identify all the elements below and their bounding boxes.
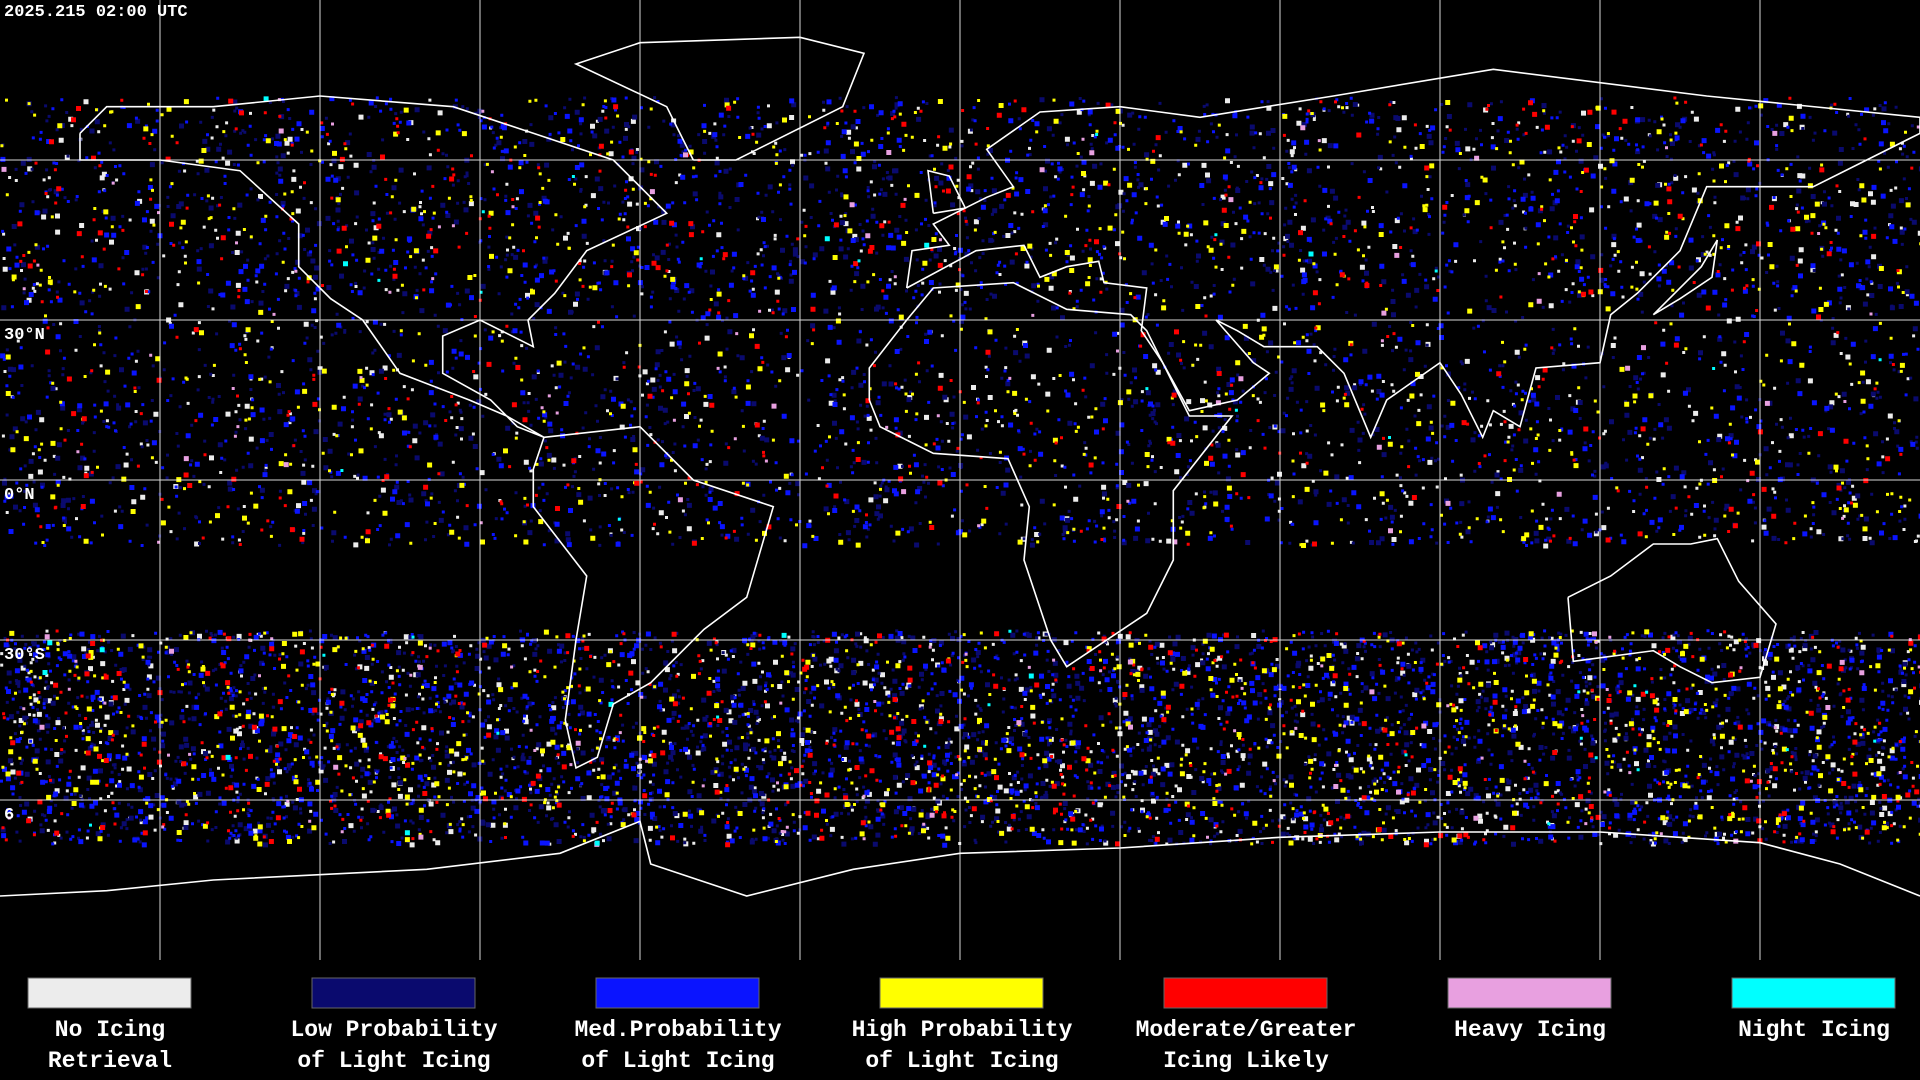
latitude-label: 30°N bbox=[4, 326, 45, 345]
timestamp: 2025.215 02:00 UTC bbox=[4, 3, 188, 22]
coastline bbox=[532, 425, 775, 770]
legend-swatch bbox=[1447, 977, 1612, 1009]
coastline bbox=[1567, 537, 1777, 684]
legend-label: of Light Icing bbox=[581, 1048, 774, 1074]
legend-swatch bbox=[1163, 977, 1328, 1009]
legend-swatch bbox=[879, 977, 1044, 1009]
coastline bbox=[1652, 239, 1719, 316]
legend-label: Low Probability bbox=[290, 1017, 497, 1043]
legend-label: of Light Icing bbox=[865, 1048, 1058, 1074]
legend-label: Moderate/Greater bbox=[1136, 1017, 1357, 1043]
legend-swatch bbox=[1731, 977, 1896, 1009]
legend-swatch bbox=[27, 977, 192, 1009]
legend-label: Night Icing bbox=[1738, 1017, 1890, 1043]
coastline bbox=[0, 820, 1920, 897]
legend-swatch bbox=[595, 977, 760, 1009]
latitude-labels: 30°N 0°N 30°S 6 bbox=[4, 326, 45, 825]
legend-swatch bbox=[311, 977, 476, 1009]
legend-label: Med.Probability bbox=[574, 1017, 781, 1043]
graticule bbox=[0, 0, 1920, 960]
legend-label: High Probability bbox=[852, 1017, 1073, 1043]
latitude-label: 0°N bbox=[4, 486, 35, 505]
latitude-label: 30°S bbox=[4, 646, 45, 665]
legend-label: Icing Likely bbox=[1163, 1048, 1329, 1074]
coastline bbox=[927, 169, 967, 215]
coastlines bbox=[0, 36, 1920, 897]
legend-label: Retrieval bbox=[48, 1048, 172, 1074]
legend-label: of Light Icing bbox=[297, 1048, 490, 1074]
legend-label: No Icing bbox=[55, 1017, 165, 1043]
legend: No Icing Retrieval Low Probability of Light… bbox=[27, 977, 1896, 1074]
latitude-label: 6 bbox=[4, 806, 14, 825]
coastline bbox=[79, 95, 669, 439]
legend-label: Heavy Icing bbox=[1454, 1017, 1606, 1043]
